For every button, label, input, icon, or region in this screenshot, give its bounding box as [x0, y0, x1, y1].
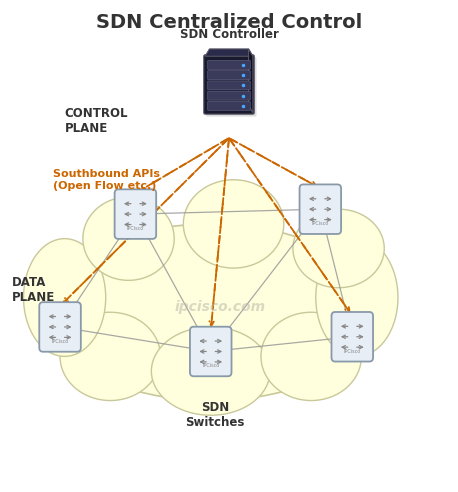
Polygon shape — [205, 49, 253, 56]
Text: Southbound APIs
(Open Flow etc.): Southbound APIs (Open Flow etc.) — [53, 169, 160, 190]
Ellipse shape — [60, 312, 160, 400]
FancyBboxPatch shape — [208, 81, 250, 90]
Text: DATA
PLANE: DATA PLANE — [12, 276, 55, 304]
Text: IPCisco: IPCisco — [51, 339, 69, 344]
Text: IPCisco: IPCisco — [344, 349, 361, 354]
Text: ipcisco.com: ipcisco.com — [174, 300, 266, 314]
Text: IPCisco: IPCisco — [312, 221, 329, 226]
Text: SDN Controller: SDN Controller — [180, 28, 278, 41]
FancyBboxPatch shape — [114, 189, 156, 239]
Ellipse shape — [293, 209, 384, 288]
Text: IPCisco: IPCisco — [127, 226, 144, 231]
FancyBboxPatch shape — [208, 61, 250, 69]
Text: CONTROL
PLANE: CONTROL PLANE — [65, 107, 128, 135]
Ellipse shape — [261, 312, 361, 400]
Ellipse shape — [83, 197, 174, 280]
Ellipse shape — [23, 239, 106, 356]
FancyBboxPatch shape — [39, 302, 81, 352]
FancyBboxPatch shape — [208, 71, 250, 80]
Ellipse shape — [46, 224, 375, 400]
FancyBboxPatch shape — [204, 55, 254, 114]
FancyBboxPatch shape — [208, 91, 250, 100]
Text: IPCisco: IPCisco — [202, 364, 219, 369]
Ellipse shape — [316, 239, 398, 356]
Ellipse shape — [183, 180, 284, 268]
FancyBboxPatch shape — [190, 327, 231, 376]
Ellipse shape — [152, 327, 270, 415]
Text: SDN
Switches: SDN Switches — [185, 401, 245, 429]
FancyBboxPatch shape — [208, 101, 250, 110]
FancyBboxPatch shape — [332, 312, 373, 362]
FancyBboxPatch shape — [206, 57, 256, 117]
FancyBboxPatch shape — [300, 184, 341, 234]
Polygon shape — [249, 49, 253, 113]
Text: SDN Centralized Control: SDN Centralized Control — [96, 13, 362, 32]
